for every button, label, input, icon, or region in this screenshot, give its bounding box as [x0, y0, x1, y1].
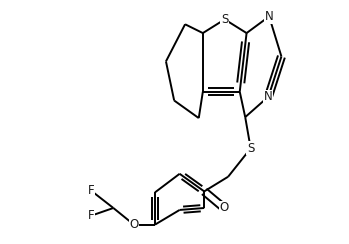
Text: F: F [88, 184, 94, 197]
Text: O: O [220, 202, 229, 214]
Text: O: O [129, 218, 139, 231]
Text: F: F [88, 209, 94, 222]
Text: S: S [247, 142, 254, 155]
Text: N: N [264, 90, 273, 103]
Text: N: N [265, 10, 274, 23]
Text: S: S [221, 13, 228, 26]
